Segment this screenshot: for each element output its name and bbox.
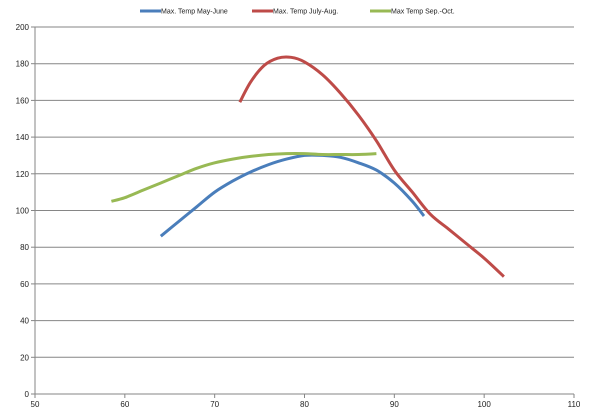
y-tick-label: 60 — [20, 280, 29, 289]
x-tick-label: 80 — [300, 400, 309, 409]
y-tick-label: 160 — [16, 96, 30, 105]
legend-label: Max Temp Sep.-Oct. — [391, 9, 455, 16]
x-tick-label: 70 — [210, 400, 219, 409]
series-line-max-temp-may-june — [159, 153, 426, 238]
y-tick-label: 120 — [16, 170, 30, 179]
x-tick-label: 90 — [390, 400, 399, 409]
y-tick-label: 140 — [16, 133, 30, 142]
gridlines — [35, 26, 574, 358]
series-lines — [111, 55, 505, 278]
y-tick-label: 100 — [16, 207, 30, 216]
y-tick-label: 20 — [20, 353, 29, 362]
x-tick-label: 100 — [477, 400, 491, 409]
axes: 0 20 40 60 80 100 120 140 160 180 200 50 60 70 80 90 100… — [16, 23, 581, 409]
series-line-max-temp-july-aug — [238, 55, 505, 278]
y-tick-label: 0 — [25, 390, 30, 399]
y-tick-label: 80 — [20, 243, 29, 252]
x-tick-label: 60 — [120, 400, 129, 409]
y-tick-label: 200 — [16, 23, 30, 32]
x-tick-label: 110 — [568, 400, 581, 409]
legend-label: Max. Temp July-Aug. — [273, 9, 338, 16]
x-tick-label: 50 — [31, 400, 40, 409]
y-tick-label: 180 — [16, 60, 30, 69]
legend: Max. Temp May-June Max. Temp July-Aug. Max… — [140, 9, 455, 16]
legend-label: Max. Temp May-June — [161, 9, 228, 16]
y-tick-label: 40 — [20, 317, 29, 326]
series-line-max-temp-sep-oct — [111, 152, 377, 203]
